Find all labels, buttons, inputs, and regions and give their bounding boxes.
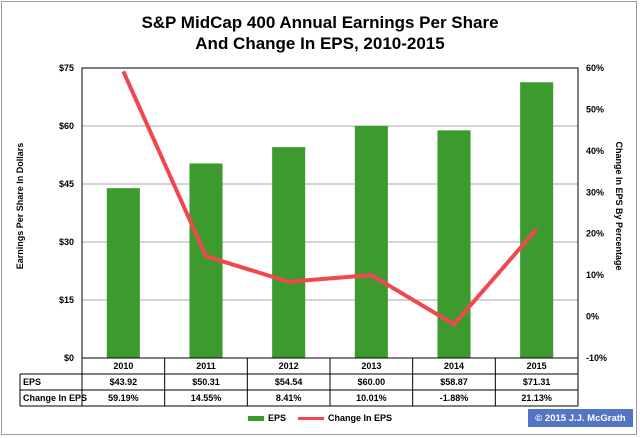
y-tick-left: $60 [59, 121, 74, 131]
y-tick-left: $30 [59, 237, 74, 247]
x-tick-label: 2015 [527, 361, 547, 371]
x-tick-label: 2011 [196, 361, 216, 371]
y-tick-right: 30% [586, 187, 604, 197]
table-cell-change: 14.55% [191, 393, 222, 403]
table-cell-eps: $43.92 [110, 377, 138, 387]
legend-item-eps: EPS [247, 413, 286, 423]
legend-item-change: Change In EPS [292, 413, 392, 423]
bar-eps-2013 [354, 126, 388, 358]
y-tick-left: $15 [59, 295, 74, 305]
x-tick-label: 2010 [113, 361, 133, 371]
change-line [121, 70, 539, 327]
y-tick-right: -10% [586, 353, 607, 363]
y-tick-left: $45 [59, 179, 74, 189]
y-tick-right: 40% [586, 146, 604, 156]
y-tick-right: 10% [586, 270, 604, 280]
chart-title-line-2: And Change In EPS, 2010-2015 [195, 34, 445, 53]
y-tick-right: 0% [586, 312, 599, 322]
table-cell-eps: $71.31 [523, 377, 551, 387]
x-tick-label: 2012 [279, 361, 299, 371]
table-row-header-eps: EPS [23, 377, 41, 387]
chart-title: S&P MidCap 400 Annual Earnings Per Share… [0, 12, 640, 54]
table-cell-eps: $60.00 [358, 377, 386, 387]
table-row-header-change: Change In EPS [23, 393, 87, 403]
table-cell-change: 21.13% [521, 393, 552, 403]
line-change-in-eps [121, 70, 539, 327]
copyright-badge: © 2015 J.J. McGrath [528, 409, 633, 427]
axes: $0 $15 $30 $45 $60 $75 -10% 0% 10% 20% 30% 40% 50% 60… [59, 63, 607, 363]
table-cell-change: 8.41% [276, 393, 302, 403]
y-tick-right: 60% [586, 63, 604, 73]
legend-swatch-change [298, 416, 324, 420]
data-table: 2010 2011 2012 2013 2014 2015 EPS Change In EPS… [19, 357, 579, 407]
chart-title-line-1: S&P MidCap 400 Annual Earnings Per Share [141, 13, 499, 32]
y-tick-right: 20% [586, 229, 604, 239]
x-tick-label: 2014 [444, 361, 464, 371]
table-cell-eps: $58.87 [440, 377, 468, 387]
legend: EPS Change In EPS [0, 413, 640, 423]
bar-eps-2010 [106, 188, 140, 358]
y-tick-left: $0 [64, 353, 74, 363]
table-cell-eps: $50.31 [192, 377, 220, 387]
bar-eps-2012 [272, 147, 306, 358]
legend-swatch-eps [247, 415, 264, 421]
legend-label-change: Change In EPS [328, 413, 393, 423]
table-cell-change: -1.88% [440, 393, 469, 403]
y-tick-left: $75 [59, 63, 74, 73]
gridlines [82, 67, 578, 359]
x-tick-label: 2013 [361, 361, 381, 371]
table-cell-change: 10.01% [356, 393, 387, 403]
y-tick-right: 50% [586, 104, 604, 114]
legend-label-eps: EPS [267, 413, 286, 423]
eps-bars [106, 82, 554, 358]
plot-area-border [81, 67, 579, 359]
table-cell-eps: $54.54 [275, 377, 303, 387]
table-cell-change: 59.19% [108, 393, 139, 403]
bar-eps-2015 [520, 82, 554, 358]
